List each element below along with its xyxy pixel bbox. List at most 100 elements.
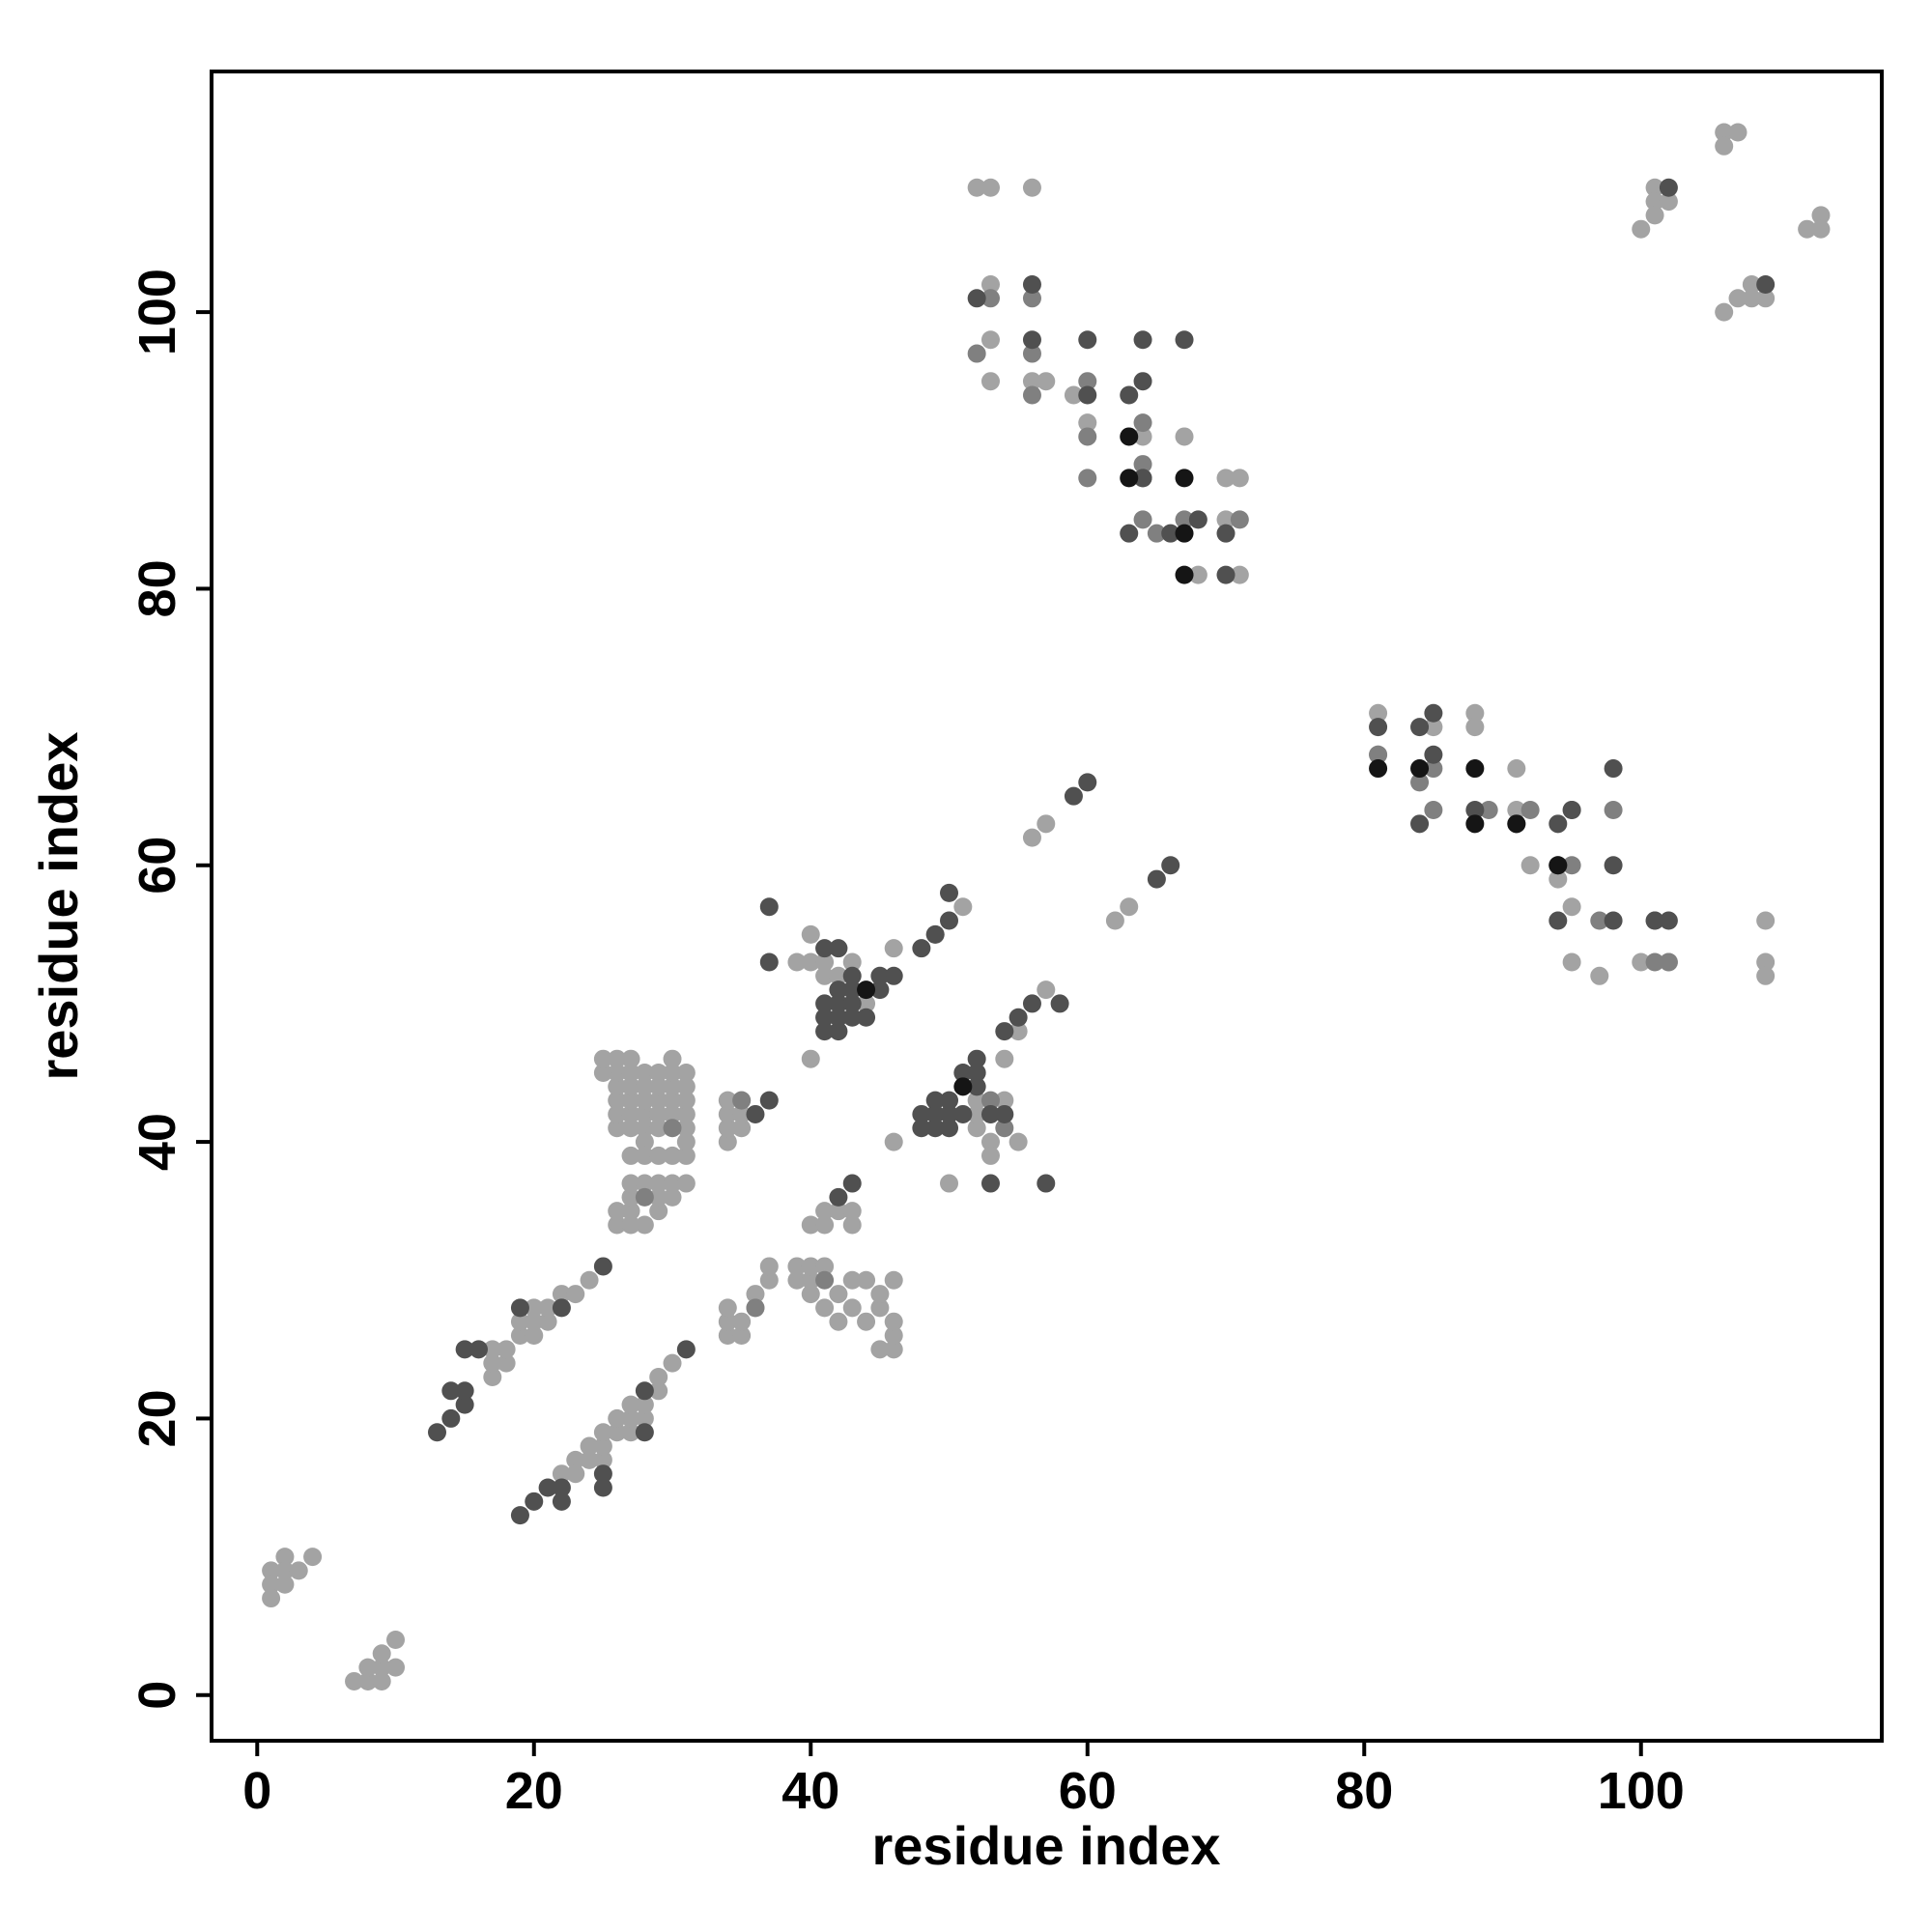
contact-point	[1216, 524, 1236, 543]
contact-point	[635, 1215, 654, 1235]
contact-point	[884, 1340, 903, 1359]
contact-point	[621, 1119, 640, 1138]
contact-point	[441, 1408, 461, 1428]
contact-point	[732, 1091, 752, 1110]
contact-point	[566, 1464, 585, 1484]
contact-point	[1175, 330, 1194, 350]
contact-point	[635, 1146, 654, 1165]
contact-point	[842, 1215, 862, 1235]
contact-point	[732, 1326, 752, 1346]
contact-point	[566, 1285, 585, 1304]
contact-point	[759, 952, 779, 972]
contact-point	[1120, 427, 1139, 446]
contact-point	[829, 1285, 848, 1304]
contact-point	[940, 1104, 959, 1123]
contact-point	[621, 1202, 640, 1221]
contact-point	[608, 1423, 627, 1442]
contact-point	[842, 966, 862, 985]
contact-point	[801, 924, 820, 944]
contact-point	[967, 289, 986, 308]
contact-point	[621, 1146, 640, 1165]
contact-point	[1161, 856, 1180, 875]
contact-point	[815, 1215, 835, 1235]
contact-point	[1022, 274, 1041, 294]
contact-point	[663, 1077, 682, 1096]
contact-point	[593, 1436, 612, 1456]
contact-point	[1811, 206, 1831, 225]
contact-point	[801, 1270, 820, 1290]
contact-point	[510, 1312, 529, 1331]
contact-point	[940, 911, 959, 930]
contact-point	[980, 1174, 1000, 1193]
contact-point	[1715, 302, 1734, 322]
contact-point	[718, 1104, 737, 1123]
contact-point	[995, 1119, 1014, 1138]
contact-point	[663, 1091, 682, 1110]
contact-point	[815, 952, 835, 972]
contact-point	[870, 1285, 890, 1304]
contact-point	[842, 952, 862, 972]
contact-point	[967, 1077, 986, 1096]
contact-point	[1078, 469, 1097, 488]
contact-point	[759, 897, 779, 917]
contact-point	[884, 939, 903, 958]
y-tick-label: 80	[128, 559, 186, 617]
contact-point	[1078, 385, 1097, 405]
contact-point	[815, 1008, 835, 1027]
contact-point	[676, 1119, 696, 1138]
contact-point	[815, 966, 835, 985]
contact-point	[1465, 703, 1485, 723]
contact-point	[608, 1064, 627, 1083]
contact-point	[1632, 952, 1651, 972]
contact-point	[621, 1049, 640, 1068]
contact-point	[1520, 801, 1540, 820]
contact-point	[345, 1671, 364, 1690]
contact-point	[1009, 1008, 1028, 1027]
contact-point	[608, 1091, 627, 1110]
contact-point	[538, 1478, 557, 1497]
contact-point	[857, 1270, 876, 1290]
contact-point	[967, 1049, 986, 1068]
contact-point	[718, 1132, 737, 1151]
contact-point	[1645, 952, 1664, 972]
contact-point	[649, 1064, 668, 1083]
contact-point	[663, 1353, 682, 1373]
contact-point	[1216, 469, 1236, 488]
contact-point	[1120, 385, 1139, 405]
contact-point	[497, 1353, 516, 1373]
contact-point	[870, 966, 890, 985]
contact-point	[663, 1119, 682, 1138]
contact-point	[842, 1202, 862, 1221]
contact-point	[676, 1104, 696, 1123]
contact-point	[1022, 344, 1041, 363]
contact-point	[621, 1408, 640, 1428]
contact-point	[649, 1381, 668, 1401]
contact-point	[455, 1381, 474, 1401]
contact-point	[718, 1091, 737, 1110]
contact-point	[1465, 801, 1485, 820]
contact-point	[801, 1049, 820, 1068]
contact-point	[967, 1119, 986, 1138]
contact-point	[1590, 966, 1609, 985]
contact-point	[1147, 869, 1166, 889]
contact-point	[593, 1257, 612, 1276]
contact-point	[870, 1298, 890, 1318]
contact-point	[303, 1548, 323, 1567]
contact-point	[455, 1395, 474, 1414]
contact-point	[1659, 911, 1678, 930]
contact-point	[829, 1312, 848, 1331]
contact-point	[718, 1119, 737, 1138]
contact-point	[676, 1340, 696, 1359]
contact-point	[1465, 718, 1485, 737]
contact-point	[815, 994, 835, 1013]
contact-point	[857, 1312, 876, 1331]
plot-frame	[210, 70, 1884, 1743]
contact-point	[842, 1174, 862, 1193]
contact-point	[870, 1340, 890, 1359]
contact-point	[621, 1104, 640, 1123]
contact-point	[1022, 178, 1041, 197]
contact-point	[608, 1049, 627, 1068]
contact-point	[815, 1270, 835, 1290]
contact-point	[842, 1008, 862, 1027]
